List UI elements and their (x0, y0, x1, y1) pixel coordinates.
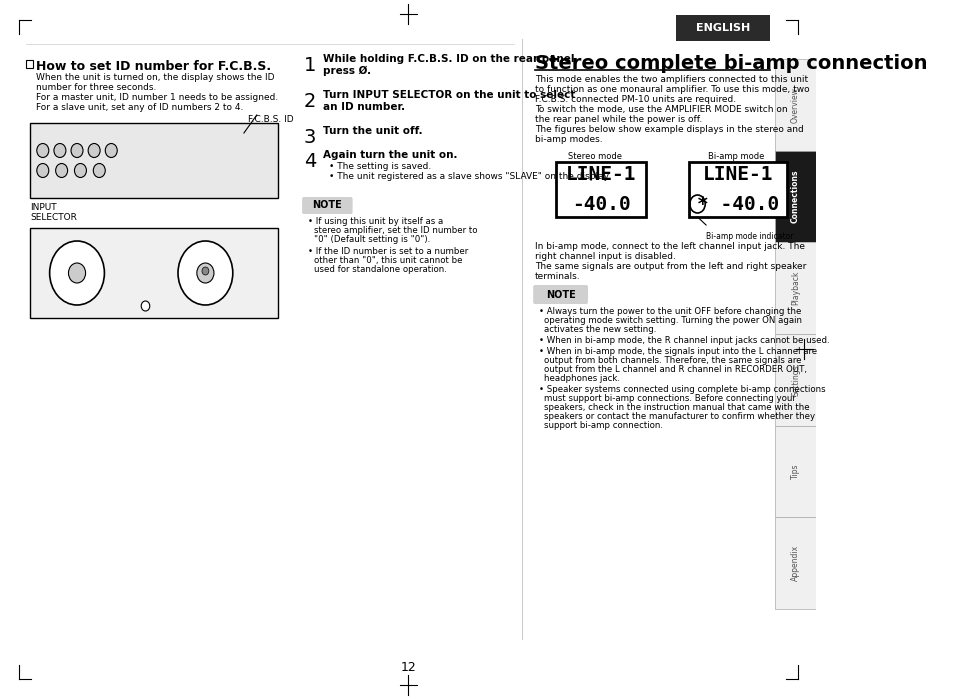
Text: LINE-1: LINE-1 (702, 166, 773, 185)
Text: * -40.0: * -40.0 (697, 194, 779, 213)
Text: Tips: Tips (790, 463, 800, 480)
Text: output from both channels. Therefore, the same signals are: output from both channels. Therefore, th… (544, 356, 801, 365)
Bar (774, 243, 816, 334)
Text: must support bi-amp connections. Before connecting your: must support bi-amp connections. Before … (544, 394, 796, 403)
Text: Turn the unit off.: Turn the unit off. (322, 126, 422, 136)
Text: Playback: Playback (790, 271, 800, 305)
Bar (688, 162, 786, 217)
Text: How to set ID number for F.C.B.S.: How to set ID number for F.C.B.S. (36, 60, 271, 73)
Text: -40.0: -40.0 (571, 194, 630, 213)
Text: other than "0", this unit cannot be: other than "0", this unit cannot be (314, 256, 462, 265)
Text: an ID number.: an ID number. (322, 102, 404, 112)
Text: Turn INPUT SELECTOR on the unit to select: Turn INPUT SELECTOR on the unit to selec… (322, 90, 575, 100)
Circle shape (88, 143, 100, 157)
Text: NOTE: NOTE (545, 289, 575, 299)
Text: F.C.B.S. connected PM-10 units are required.: F.C.B.S. connected PM-10 units are requi… (535, 95, 736, 104)
Text: For a master unit, ID number 1 needs to be assigned.: For a master unit, ID number 1 needs to … (36, 93, 278, 102)
Text: 12: 12 (400, 661, 416, 674)
Bar (774, 59, 816, 151)
Bar (774, 426, 816, 517)
Text: to function as one monaural amplifier. To use this mode, two: to function as one monaural amplifier. T… (535, 85, 809, 94)
Text: LINE-1: LINE-1 (565, 166, 636, 185)
Circle shape (178, 241, 233, 305)
Text: operating mode switch setting. Turning the power ON again: operating mode switch setting. Turning t… (544, 316, 801, 325)
Text: activates the new setting.: activates the new setting. (544, 325, 656, 334)
Bar (30, 228, 278, 318)
Text: • The unit registered as a slave shows "SLAVE" on the display.: • The unit registered as a slave shows "… (329, 172, 611, 181)
Text: Bi-amp mode indicator: Bi-amp mode indicator (705, 232, 793, 241)
Text: speakers, check in the instruction manual that came with the: speakers, check in the instruction manua… (544, 403, 809, 412)
Circle shape (55, 164, 68, 178)
Text: • If using this unit by itself as a: • If using this unit by itself as a (308, 217, 443, 226)
Text: This mode enables the two amplifiers connected to this unit: This mode enables the two amplifiers con… (535, 75, 807, 84)
Circle shape (37, 143, 49, 157)
Circle shape (141, 301, 150, 311)
Text: • If the ID number is set to a number: • If the ID number is set to a number (308, 247, 468, 256)
Circle shape (196, 263, 213, 283)
Circle shape (105, 143, 117, 157)
Text: output from the L channel and R channel in RECORDER OUT,: output from the L channel and R channel … (544, 365, 806, 374)
Text: 1: 1 (303, 56, 315, 75)
Text: Connections: Connections (790, 170, 800, 223)
FancyBboxPatch shape (533, 285, 587, 304)
Text: • When in bi-amp mode, the R channel input jacks cannot be used.: • When in bi-amp mode, the R channel inp… (538, 336, 829, 345)
Text: INPUT
SELECTOR: INPUT SELECTOR (30, 203, 77, 222)
Text: Bi-amp mode: Bi-amp mode (707, 152, 763, 161)
Circle shape (202, 267, 209, 275)
FancyBboxPatch shape (302, 197, 353, 214)
Bar (26, 60, 32, 68)
Text: To switch the mode, use the AMPLIFIER MODE switch on: To switch the mode, use the AMPLIFIER MO… (535, 105, 787, 114)
Text: 4: 4 (303, 152, 315, 171)
Text: speakers or contact the manufacturer to confirm whether they: speakers or contact the manufacturer to … (544, 412, 815, 421)
Text: F.C.B.S. ID: F.C.B.S. ID (248, 115, 294, 124)
Text: terminals.: terminals. (535, 272, 580, 281)
Text: right channel input is disabled.: right channel input is disabled. (535, 252, 675, 261)
Circle shape (69, 263, 86, 283)
Text: stereo amplifier, set the ID number to: stereo amplifier, set the ID number to (314, 226, 477, 235)
Text: When the unit is turned on, the display shows the ID: When the unit is turned on, the display … (36, 73, 274, 82)
Text: Stereo mode: Stereo mode (567, 152, 621, 161)
Text: In bi-amp mode, connect to the left channel input jack. The: In bi-amp mode, connect to the left chan… (535, 242, 804, 251)
Text: 2: 2 (303, 92, 315, 111)
Bar (774, 517, 816, 609)
Text: ENGLISH: ENGLISH (696, 23, 749, 33)
Text: • Always turn the power to the unit OFF before changing the: • Always turn the power to the unit OFF … (538, 307, 801, 316)
Text: bi-amp modes.: bi-amp modes. (535, 135, 602, 144)
FancyBboxPatch shape (676, 15, 769, 41)
Text: press Ø.: press Ø. (322, 66, 371, 76)
Text: The same signals are output from the left and right speaker: The same signals are output from the lef… (535, 262, 805, 271)
Text: the rear panel while the power is off.: the rear panel while the power is off. (535, 115, 701, 124)
Text: headphones jack.: headphones jack. (544, 374, 619, 383)
Circle shape (50, 241, 104, 305)
Circle shape (74, 164, 87, 178)
Text: number for three seconds.: number for three seconds. (36, 83, 156, 92)
Circle shape (93, 164, 105, 178)
Text: 3: 3 (303, 128, 315, 147)
Text: • When in bi-amp mode, the signals input into the L channel are: • When in bi-amp mode, the signals input… (538, 347, 817, 356)
Text: "0" (Default setting is "0").: "0" (Default setting is "0"). (314, 235, 430, 244)
Bar (774, 151, 816, 243)
Bar (774, 334, 816, 426)
Text: For a slave unit, set any of ID numbers 2 to 4.: For a slave unit, set any of ID numbers … (36, 103, 243, 112)
Circle shape (37, 164, 49, 178)
Text: Settings: Settings (790, 364, 800, 396)
Text: used for standalone operation.: used for standalone operation. (314, 265, 447, 274)
Text: • Speaker systems connected using complete bi-amp connections: • Speaker systems connected using comple… (538, 385, 825, 394)
Text: NOTE: NOTE (312, 200, 341, 210)
Text: support bi-amp connection.: support bi-amp connection. (544, 421, 662, 430)
Text: Stereo complete bi-amp connection: Stereo complete bi-amp connection (535, 54, 926, 73)
Bar (556, 162, 645, 217)
Text: Again turn the unit on.: Again turn the unit on. (322, 150, 456, 160)
Circle shape (71, 143, 83, 157)
Text: While holding F.C.B.S. ID on the rear panel,: While holding F.C.B.S. ID on the rear pa… (322, 54, 578, 64)
Circle shape (54, 143, 66, 157)
Text: Overview: Overview (790, 87, 800, 123)
Text: The figures below show example displays in the stereo and: The figures below show example displays … (535, 125, 802, 134)
Text: • The setting is saved.: • The setting is saved. (329, 162, 432, 171)
Text: Appendix: Appendix (790, 545, 800, 582)
Bar (30, 123, 278, 198)
